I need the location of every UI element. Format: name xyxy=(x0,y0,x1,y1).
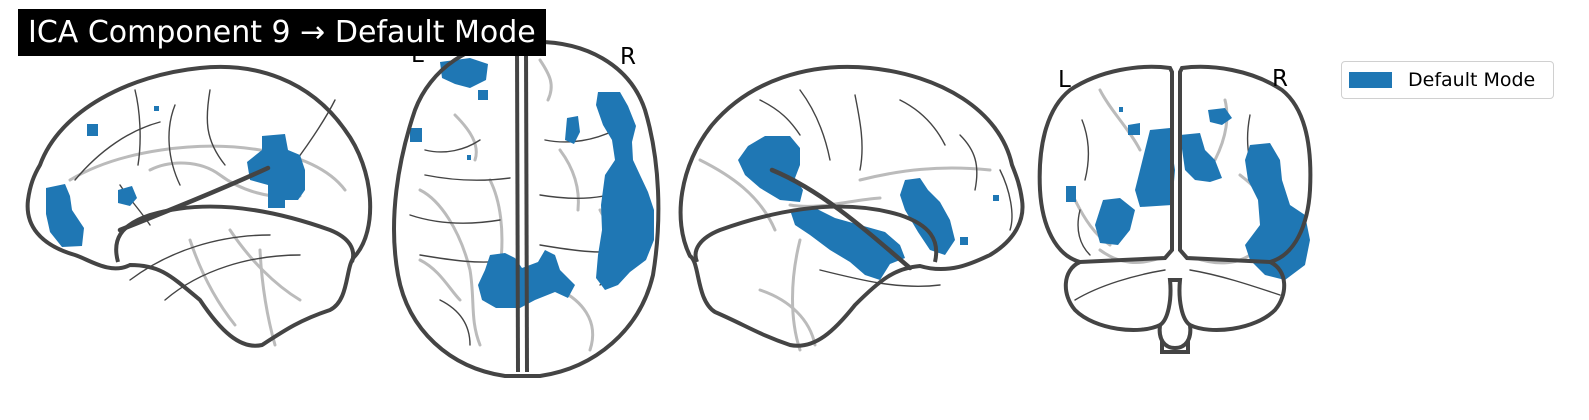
coronal-cerebellum-outline xyxy=(1063,260,1287,332)
sagittal-left-dark-line xyxy=(117,165,271,233)
coronal-right-hemisphere-outline xyxy=(1178,64,1313,265)
axial-component-blobs xyxy=(410,58,654,308)
coronal-sulci xyxy=(1074,114,1281,301)
coronal-brainstem-outline xyxy=(1157,324,1193,354)
sagittal-left-inner-contours xyxy=(68,144,347,347)
sagittal-left-view xyxy=(25,64,373,348)
sagittal-right-temporal-outline xyxy=(693,204,939,263)
axial-outline xyxy=(392,39,661,378)
axial-right-label: R xyxy=(620,44,636,70)
sagittal-right-dark-line xyxy=(769,167,913,271)
sagittal-left-component-blobs xyxy=(46,106,305,247)
sagittal-left-sulci xyxy=(74,89,336,301)
coronal-component-blobs xyxy=(1066,107,1310,280)
coronal-right-label: R xyxy=(1272,66,1288,92)
coronal-view xyxy=(1037,64,1313,354)
legend-swatch xyxy=(1349,72,1392,88)
axial-midline-right xyxy=(524,45,529,373)
coronal-left-hemisphere-outline xyxy=(1037,64,1174,265)
sagittal-right-view xyxy=(678,64,1025,352)
sagittal-left-temporal-outline xyxy=(114,204,356,263)
sagittal-right-outline xyxy=(678,64,1025,348)
sagittal-right-sulci xyxy=(759,89,1013,288)
figure-title: ICA Component 9 → Default Mode xyxy=(18,9,546,56)
coronal-left-label: L xyxy=(1058,67,1071,93)
legend: Default Mode xyxy=(1341,61,1554,99)
legend-label: Default Mode xyxy=(1408,69,1536,91)
axial-midline-left xyxy=(515,45,520,373)
axial-view xyxy=(392,39,661,378)
sagittal-right-inner-contours xyxy=(698,158,992,352)
sagittal-left-outline xyxy=(25,64,373,348)
